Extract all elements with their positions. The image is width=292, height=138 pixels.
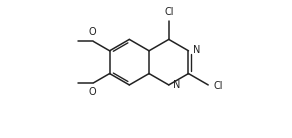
Text: O: O bbox=[89, 87, 97, 97]
Text: N: N bbox=[173, 80, 180, 90]
Text: Cl: Cl bbox=[214, 81, 223, 91]
Text: N: N bbox=[193, 45, 200, 55]
Text: O: O bbox=[89, 27, 97, 37]
Text: Cl: Cl bbox=[164, 7, 173, 17]
